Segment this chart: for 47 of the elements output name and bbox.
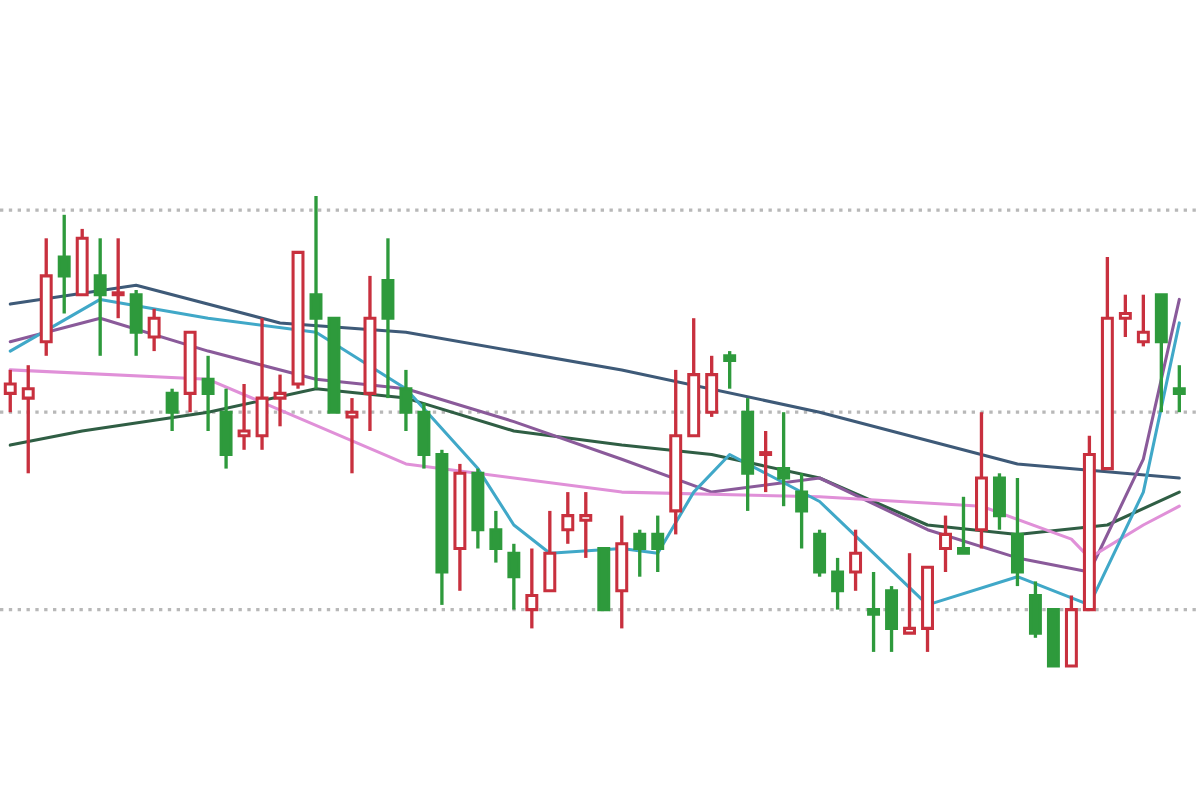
candlestick	[1172, 363, 1186, 414]
candlestick	[579, 490, 593, 560]
candlestick	[147, 307, 161, 353]
candlestick	[165, 387, 179, 433]
candlestick	[633, 528, 647, 579]
candlestick	[1136, 293, 1150, 349]
candlestick	[561, 490, 575, 546]
candlestick	[237, 382, 251, 452]
candlestick	[219, 387, 233, 471]
candlestick	[795, 471, 809, 551]
candlestick	[1028, 579, 1042, 640]
candlestick	[903, 551, 917, 635]
candlestick	[525, 546, 539, 631]
candlestick	[273, 372, 287, 428]
candlestick	[1010, 476, 1024, 588]
candlestick	[543, 509, 557, 593]
candlestick	[3, 368, 17, 414]
candlestick	[93, 236, 107, 358]
candlestick	[651, 513, 665, 574]
candlestick	[831, 556, 845, 612]
candlestick	[615, 513, 629, 631]
candlestick	[57, 213, 71, 316]
candlestick	[255, 316, 269, 452]
candlestick	[399, 368, 413, 433]
candlestick	[939, 513, 952, 574]
candlestick	[111, 236, 125, 320]
candlestick	[201, 354, 215, 433]
candlestick	[705, 354, 719, 419]
candlestick	[759, 429, 773, 494]
candlestick	[885, 584, 899, 654]
candlestick	[1154, 293, 1168, 414]
candlestick	[992, 471, 1006, 532]
candlestick	[345, 396, 359, 475]
candlestick	[867, 570, 881, 654]
candlestick	[21, 363, 35, 475]
candlestick	[777, 410, 791, 508]
candlestick	[957, 495, 970, 555]
candlestick	[723, 349, 737, 391]
candlestick	[507, 542, 521, 612]
candlestick	[309, 194, 323, 391]
candlestick	[417, 401, 431, 471]
candlestick	[129, 288, 143, 358]
candlestick	[1118, 293, 1132, 339]
candlestick	[849, 528, 863, 593]
candlestick	[381, 236, 395, 400]
candlestick	[813, 528, 827, 579]
candlestick	[489, 509, 503, 565]
